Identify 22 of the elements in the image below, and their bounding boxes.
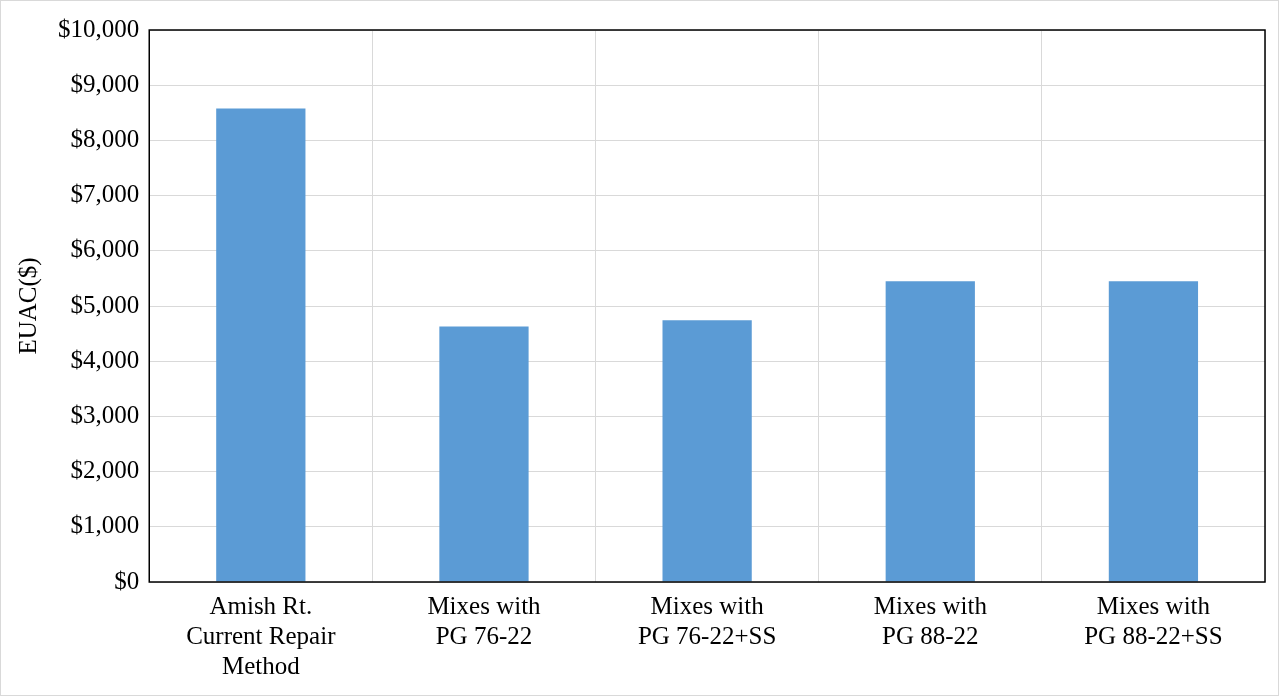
y-tick-label: $5,000 <box>70 290 140 318</box>
y-axis-title: EUAC($) <box>13 257 42 355</box>
y-tick-label: $8,000 <box>70 124 140 152</box>
x-tick-label: Mixes with PG 76-22+SS <box>637 591 777 649</box>
y-tick-label: $1,000 <box>70 511 140 539</box>
y-tick-label: $3,000 <box>70 400 140 428</box>
y-tick-label: $9,000 <box>70 69 140 97</box>
x-tick-label: Mixes with PG 88-22+SS <box>1084 591 1223 649</box>
y-tick-label: $6,000 <box>70 235 140 263</box>
x-tick-label: Mixes with PG 76-22 <box>427 591 542 649</box>
y-tick-label: $4,000 <box>70 345 140 373</box>
y-tick-label: $10,000 <box>58 14 140 42</box>
x-tick-label: Amish Rt. Current Repair Method <box>186 591 337 679</box>
bar <box>885 281 975 582</box>
y-tick-label: $7,000 <box>70 180 140 208</box>
bar <box>439 326 529 582</box>
bar <box>1108 281 1199 582</box>
y-tick-label: $2,000 <box>70 456 140 484</box>
bar <box>662 320 752 582</box>
y-tick-label: $0 <box>114 566 140 594</box>
bar <box>216 108 306 582</box>
x-tick-label: Mixes with PG 88-22 <box>873 591 988 649</box>
